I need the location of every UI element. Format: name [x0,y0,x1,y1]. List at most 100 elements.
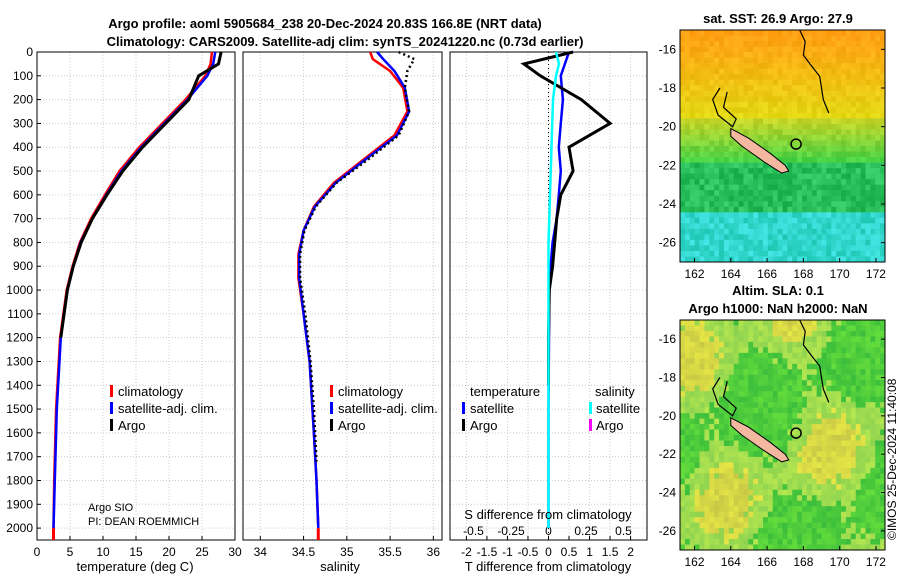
sla-cell [694,429,700,436]
sla-cell [841,341,847,348]
sla-cell [748,320,754,326]
sla-cell [870,528,876,534]
sla-cell [787,544,793,551]
sst-cell [816,173,822,180]
sst-cell [860,74,866,81]
sla-cell [748,445,754,452]
sla-cell [870,451,876,458]
sla-cell [758,352,764,359]
sla-cell [821,500,827,507]
sla-cell [723,341,730,348]
sst-cell [826,63,832,70]
sst-cell [836,85,842,92]
sst-cell [860,184,866,191]
sla-cell [680,473,686,480]
sst-cell [738,74,744,81]
sst-cell [689,46,696,53]
sla-cell [831,418,837,425]
sla-cell [728,341,735,348]
sla-cell [831,347,837,354]
sst-cell [738,79,744,86]
sla-cell [875,320,881,326]
sla-cell [723,511,730,518]
sst-cell [723,68,730,75]
sst-cell [860,140,866,147]
sla-cell [758,341,764,348]
sst-cell [684,256,691,263]
sla-cell [880,369,886,376]
sla-cell [875,391,881,398]
sst-cell [777,96,783,103]
sla-cell [845,363,852,370]
sla-cell [836,473,842,480]
sst-cell [865,212,871,219]
sla-cell [689,385,696,392]
sla-cell [865,391,871,398]
sla-cell [826,374,832,381]
sst-cell [855,201,861,208]
sla-cell [811,484,818,491]
sla-cell [684,462,691,469]
legend-satellite: satellite-adj. clim. [338,401,438,416]
sst-cell [714,85,720,92]
sst-cell [699,129,705,136]
sst-cell [709,90,715,97]
sla-cell [753,517,759,524]
sla-cell [860,347,866,354]
sst-cell [762,63,769,70]
sst-cell [831,123,837,130]
sla-cell [831,352,837,359]
sla-cell [821,478,827,485]
sst-cell [777,190,783,197]
sst-cell [787,123,793,130]
sla-cell [758,517,764,524]
sla-cell [709,325,715,332]
sla-cell [762,396,769,403]
sla-cell [792,517,798,524]
sst-cell [831,41,837,47]
sst-cell [865,74,871,81]
sla-cell [845,358,852,365]
sla-cell [865,473,871,480]
sst-cell [743,96,749,103]
sla-cell [694,336,700,343]
sst-cell [728,201,735,208]
sla-cell [782,544,788,551]
sla-cell [870,489,876,496]
lon-tick-label: 164 [721,555,741,569]
sst-cell [758,85,764,92]
sst-cell [733,68,739,75]
sla-cell [802,347,808,354]
sst-cell [802,107,808,114]
sst-cell [841,112,847,119]
sst-cell [743,234,749,241]
sst-cell [845,190,852,197]
sst-cell [821,234,827,241]
sst-cell [792,30,798,36]
sla-cell [758,544,764,551]
sla-cell [758,413,764,419]
sla-cell [816,533,822,540]
sla-cell [709,352,715,359]
sst-cell [836,217,842,224]
sla-cell [748,385,754,392]
sst-cell [802,74,808,81]
sla-cell [699,402,705,409]
sla-cell [850,336,857,343]
legend-swatch-temp-satellite [462,402,465,414]
sla-cell [850,325,857,332]
sla-cell [738,352,744,359]
sla-cell [704,484,710,491]
sla-cell [762,462,769,469]
sla-cell [865,544,871,551]
sla-cell [733,517,739,524]
sst-cell [797,123,803,130]
sst-cell [811,157,818,163]
sla-cell [855,429,861,436]
sst-cell [865,206,871,213]
sla-cell [806,396,813,403]
sla-cell [733,358,739,365]
sla-cell [704,435,710,441]
sla-cell [792,374,798,381]
sst-cell [836,173,842,180]
